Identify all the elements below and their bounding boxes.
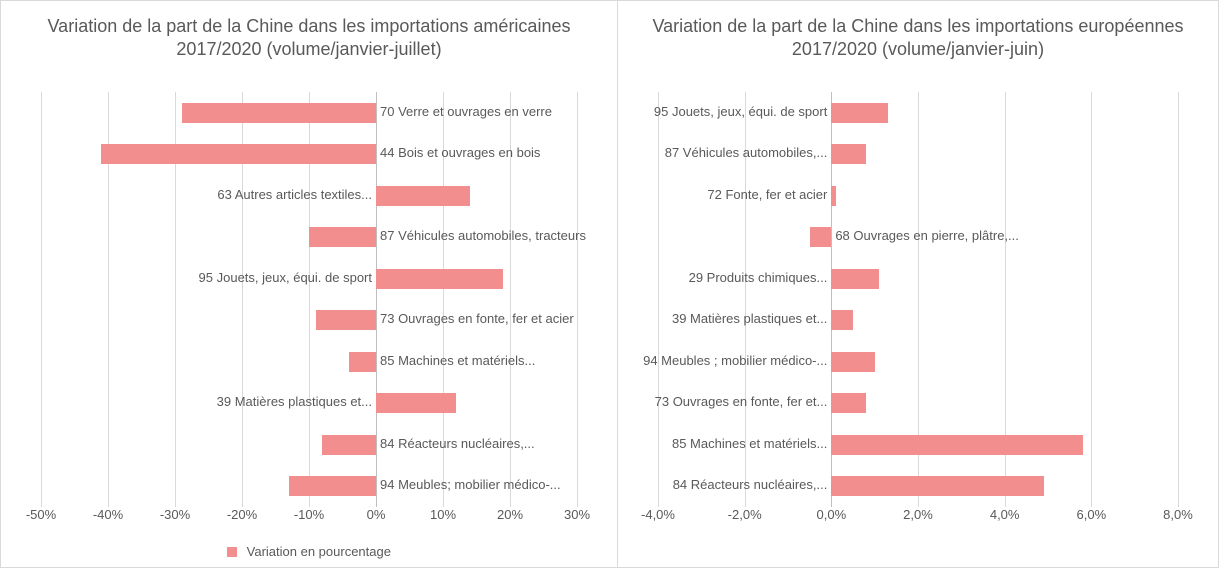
bar	[309, 227, 376, 247]
chart-eu: Variation de la part de la Chine dans le…	[617, 0, 1219, 568]
chart-row: 29 Produits chimiques...	[618, 258, 1218, 300]
x-tick-label: -40%	[93, 507, 123, 522]
category-label: 94 Meubles ; mobilier médico-...	[643, 353, 827, 368]
category-label: 44 Bois et ouvrages en bois	[380, 145, 540, 160]
x-tick-label: -50%	[26, 507, 56, 522]
chart-eu-title: Variation de la part de la Chine dans le…	[618, 1, 1218, 66]
chart-row: 72 Fonte, fer et acier	[618, 175, 1218, 217]
category-label: 85 Machines et matériels...	[672, 436, 827, 451]
chart-row: 68 Ouvrages en pierre, plâtre,...	[618, 217, 1218, 259]
category-label: 73 Ouvrages en fonte, fer et...	[655, 394, 828, 409]
bar	[810, 227, 832, 247]
category-label: 85 Machines et matériels...	[380, 353, 535, 368]
chart-row: 73 Ouvrages en fonte, fer et acier	[1, 300, 617, 342]
chart-row: 95 Jouets, jeux, équi. de sport	[618, 92, 1218, 134]
category-label: 68 Ouvrages en pierre, plâtre,...	[835, 228, 1019, 243]
x-tick-label: -2,0%	[728, 507, 762, 522]
x-tick-label: -30%	[160, 507, 190, 522]
bar	[831, 476, 1043, 496]
bar	[376, 186, 470, 206]
category-label: 87 Véhicules automobiles,...	[665, 145, 828, 160]
chart-eu-plot: 95 Jouets, jeux, équi. de sport 87 Véhicu…	[618, 66, 1218, 567]
x-tick-label: 2,0%	[903, 507, 933, 522]
chart-eu-bars: 95 Jouets, jeux, équi. de sport 87 Véhicu…	[618, 92, 1218, 507]
chart-row: 94 Meubles; mobilier médico-...	[1, 466, 617, 508]
dual-chart-container: Variation de la part de la Chine dans le…	[0, 0, 1220, 568]
category-label: 72 Fonte, fer et acier	[707, 187, 827, 202]
category-label: 94 Meubles; mobilier médico-...	[380, 477, 561, 492]
bar	[831, 310, 853, 330]
chart-row: 87 Véhicules automobiles,...	[618, 134, 1218, 176]
chart-row: 63 Autres articles textiles...	[1, 175, 617, 217]
category-label: 63 Autres articles textiles...	[217, 187, 372, 202]
chart-row: 73 Ouvrages en fonte, fer et...	[618, 383, 1218, 425]
category-label: 73 Ouvrages en fonte, fer et acier	[380, 311, 574, 326]
bar	[289, 476, 376, 496]
x-tick-label: 0%	[367, 507, 386, 522]
bar	[182, 103, 376, 123]
chart-row: 39 Matières plastiques et...	[618, 300, 1218, 342]
category-label: 95 Jouets, jeux, équi. de sport	[199, 270, 372, 285]
chart-us-title: Variation de la part de la Chine dans le…	[1, 1, 617, 66]
legend-label: Variation en pourcentage	[247, 544, 391, 559]
legend-swatch-icon	[227, 547, 237, 557]
category-label: 39 Matières plastiques et...	[672, 311, 827, 326]
bar	[831, 393, 866, 413]
x-tick-label: -10%	[294, 507, 324, 522]
x-tick-label: 0,0%	[817, 507, 847, 522]
chart-us: Variation de la part de la Chine dans le…	[0, 0, 618, 568]
x-tick-label: 20%	[497, 507, 523, 522]
bar	[831, 352, 874, 372]
x-tick-label: 30%	[564, 507, 590, 522]
bar	[831, 103, 887, 123]
chart-us-plot: 70 Verre et ouvrages en verre 44 Bois et …	[1, 66, 617, 567]
x-tick-label: 8,0%	[1163, 507, 1193, 522]
category-label: 87 Véhicules automobiles, tracteurs	[380, 228, 586, 243]
bar	[376, 393, 456, 413]
x-tick-label: 4,0%	[990, 507, 1020, 522]
bar	[831, 435, 1082, 455]
bar	[322, 435, 376, 455]
chart-row: 84 Réacteurs nucléaires,...	[618, 466, 1218, 508]
x-tick-label: 6,0%	[1077, 507, 1107, 522]
bar	[376, 269, 503, 289]
chart-row: 94 Meubles ; mobilier médico-...	[618, 341, 1218, 383]
bar	[316, 310, 376, 330]
bar	[831, 144, 866, 164]
chart-us-legend: Variation en pourcentage	[1, 543, 617, 559]
chart-us-xticks: -50% -40% -30% -20% -10% 0% 10% 20% 30%	[1, 507, 617, 527]
x-tick-label: 10%	[430, 507, 456, 522]
bar	[101, 144, 376, 164]
category-label: 70 Verre et ouvrages en verre	[380, 104, 552, 119]
chart-us-bars: 70 Verre et ouvrages en verre 44 Bois et …	[1, 92, 617, 507]
x-tick-label: -4,0%	[641, 507, 675, 522]
chart-eu-xticks: -4,0% -2,0% 0,0% 2,0% 4,0% 6,0% 8,0%	[618, 507, 1218, 527]
bar	[349, 352, 376, 372]
chart-row: 39 Matières plastiques et...	[1, 383, 617, 425]
category-label: 84 Réacteurs nucléaires,...	[673, 477, 828, 492]
chart-row: 85 Machines et matériels...	[618, 424, 1218, 466]
bar	[831, 269, 879, 289]
chart-row: 95 Jouets, jeux, équi. de sport	[1, 258, 617, 300]
category-label: 39 Matières plastiques et...	[217, 394, 372, 409]
category-label: 84 Réacteurs nucléaires,...	[380, 436, 535, 451]
bar	[831, 186, 835, 206]
category-label: 29 Produits chimiques...	[689, 270, 828, 285]
chart-row: 87 Véhicules automobiles, tracteurs	[1, 217, 617, 259]
chart-row: 84 Réacteurs nucléaires,...	[1, 424, 617, 466]
x-tick-label: -20%	[227, 507, 257, 522]
chart-row: 70 Verre et ouvrages en verre	[1, 92, 617, 134]
category-label: 95 Jouets, jeux, équi. de sport	[654, 104, 827, 119]
chart-row: 44 Bois et ouvrages en bois	[1, 134, 617, 176]
chart-row: 85 Machines et matériels...	[1, 341, 617, 383]
